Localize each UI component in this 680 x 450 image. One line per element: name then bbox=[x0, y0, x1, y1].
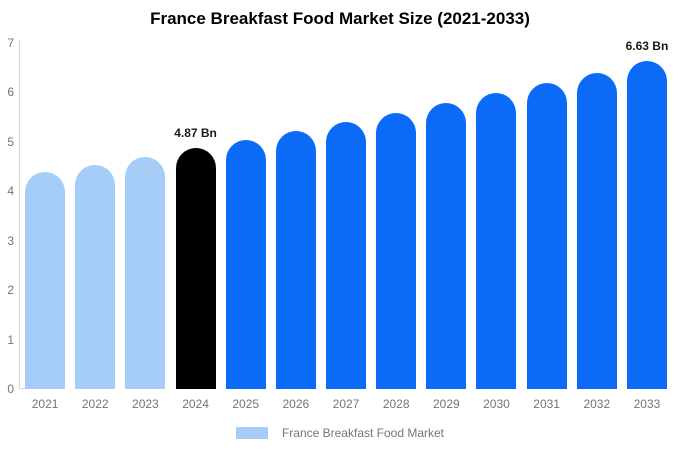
bar-2028 bbox=[376, 113, 417, 389]
x-axis-label-2030: 2030 bbox=[483, 397, 510, 411]
y-axis-tick-label: 0 bbox=[7, 382, 14, 396]
x-axis-label-2025: 2025 bbox=[232, 397, 260, 411]
x-axis-label-2024: 2024 bbox=[182, 397, 209, 411]
x-axis-label-2021: 2021 bbox=[31, 397, 59, 411]
bar-2024 bbox=[175, 148, 216, 389]
y-axis-tick-label: 3 bbox=[7, 233, 14, 248]
x-axis-baseline-stub bbox=[19, 388, 26, 389]
bar-2030 bbox=[476, 93, 517, 389]
x-axis-label-2029: 2029 bbox=[432, 397, 460, 411]
bar-2022 bbox=[75, 164, 116, 389]
x-axis-label-2022: 2022 bbox=[81, 397, 109, 411]
y-axis-tick-label: 1 bbox=[7, 332, 14, 347]
legend: France Breakfast Food Market bbox=[0, 426, 680, 440]
bar-2029 bbox=[426, 103, 467, 389]
value-label-2024: 4.87 Bn bbox=[174, 126, 217, 141]
y-axis-tick-label: 5 bbox=[7, 134, 14, 149]
legend-swatch bbox=[235, 427, 268, 439]
x-axis-label-2023: 2023 bbox=[132, 397, 159, 411]
bar-column-2032: 2032 bbox=[572, 43, 622, 411]
x-axis-label-2027: 2027 bbox=[332, 397, 360, 411]
y-axis-tick-label: 6 bbox=[7, 85, 14, 100]
bar-column-2023: 2023 bbox=[120, 43, 170, 411]
y-axis-tick-label: 4 bbox=[7, 184, 14, 199]
bar-2025 bbox=[225, 139, 266, 389]
bar-column-2027: 2027 bbox=[321, 43, 371, 411]
bar-column-2030: 2030 bbox=[471, 43, 521, 411]
bar-2033 bbox=[626, 61, 667, 389]
y-axis-tick-label: 2 bbox=[7, 283, 14, 298]
bar-2027 bbox=[326, 122, 367, 389]
bar-column-2033: 6.63 Bn 2033 bbox=[622, 39, 672, 411]
value-label-2033: 6.63 Bn bbox=[625, 39, 669, 54]
bars: 2021 2022 2023 4.87 Bn 2024 2025 2026 2027 2028 2… bbox=[20, 39, 672, 411]
y-axis-line bbox=[19, 40, 20, 389]
bar-column-2021: 2021 bbox=[20, 43, 70, 411]
bar-2026 bbox=[275, 131, 316, 389]
bar-2021 bbox=[25, 172, 66, 389]
x-axis-label-2028: 2028 bbox=[382, 397, 410, 411]
bar-2023 bbox=[125, 156, 166, 389]
bar-column-2029: 2029 bbox=[421, 43, 471, 411]
x-axis-label-2033: 2033 bbox=[633, 397, 661, 411]
bar-column-2031: 2031 bbox=[522, 43, 572, 411]
bar-column-2022: 2022 bbox=[70, 43, 120, 411]
chart-title: France Breakfast Food Market Size (2021-… bbox=[150, 9, 530, 28]
legend-label: France Breakfast Food Market bbox=[281, 426, 445, 440]
bar-2032 bbox=[576, 72, 617, 389]
x-axis-label-2031: 2031 bbox=[533, 397, 560, 411]
x-axis-label-2026: 2026 bbox=[282, 397, 310, 411]
bar-column-2028: 2028 bbox=[371, 43, 421, 411]
bar-column-2024: 4.87 Bn 2024 bbox=[170, 43, 220, 411]
x-axis-label-2032: 2032 bbox=[583, 397, 611, 411]
bar-2031 bbox=[526, 83, 567, 389]
bar-column-2025: 2025 bbox=[221, 43, 271, 411]
y-axis-tick-label: 7 bbox=[7, 36, 14, 50]
bar-column-2026: 2026 bbox=[271, 43, 321, 411]
